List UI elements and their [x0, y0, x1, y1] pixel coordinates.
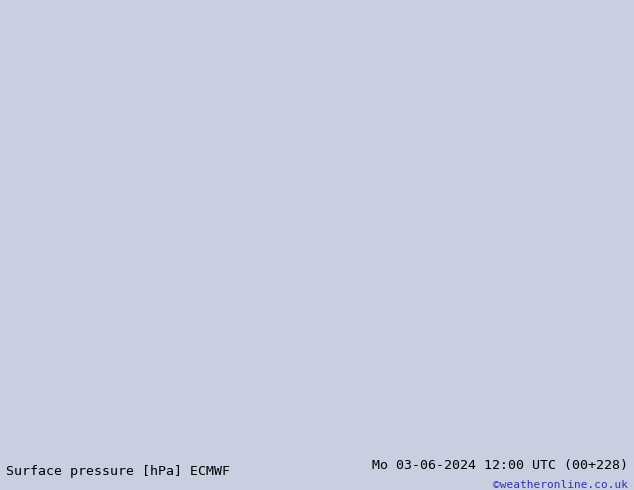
- Text: ©weatheronline.co.uk: ©weatheronline.co.uk: [493, 480, 628, 490]
- Text: Mo 03-06-2024 12:00 UTC (00+228): Mo 03-06-2024 12:00 UTC (00+228): [372, 460, 628, 472]
- Text: Surface pressure [hPa] ECMWF: Surface pressure [hPa] ECMWF: [6, 465, 230, 478]
